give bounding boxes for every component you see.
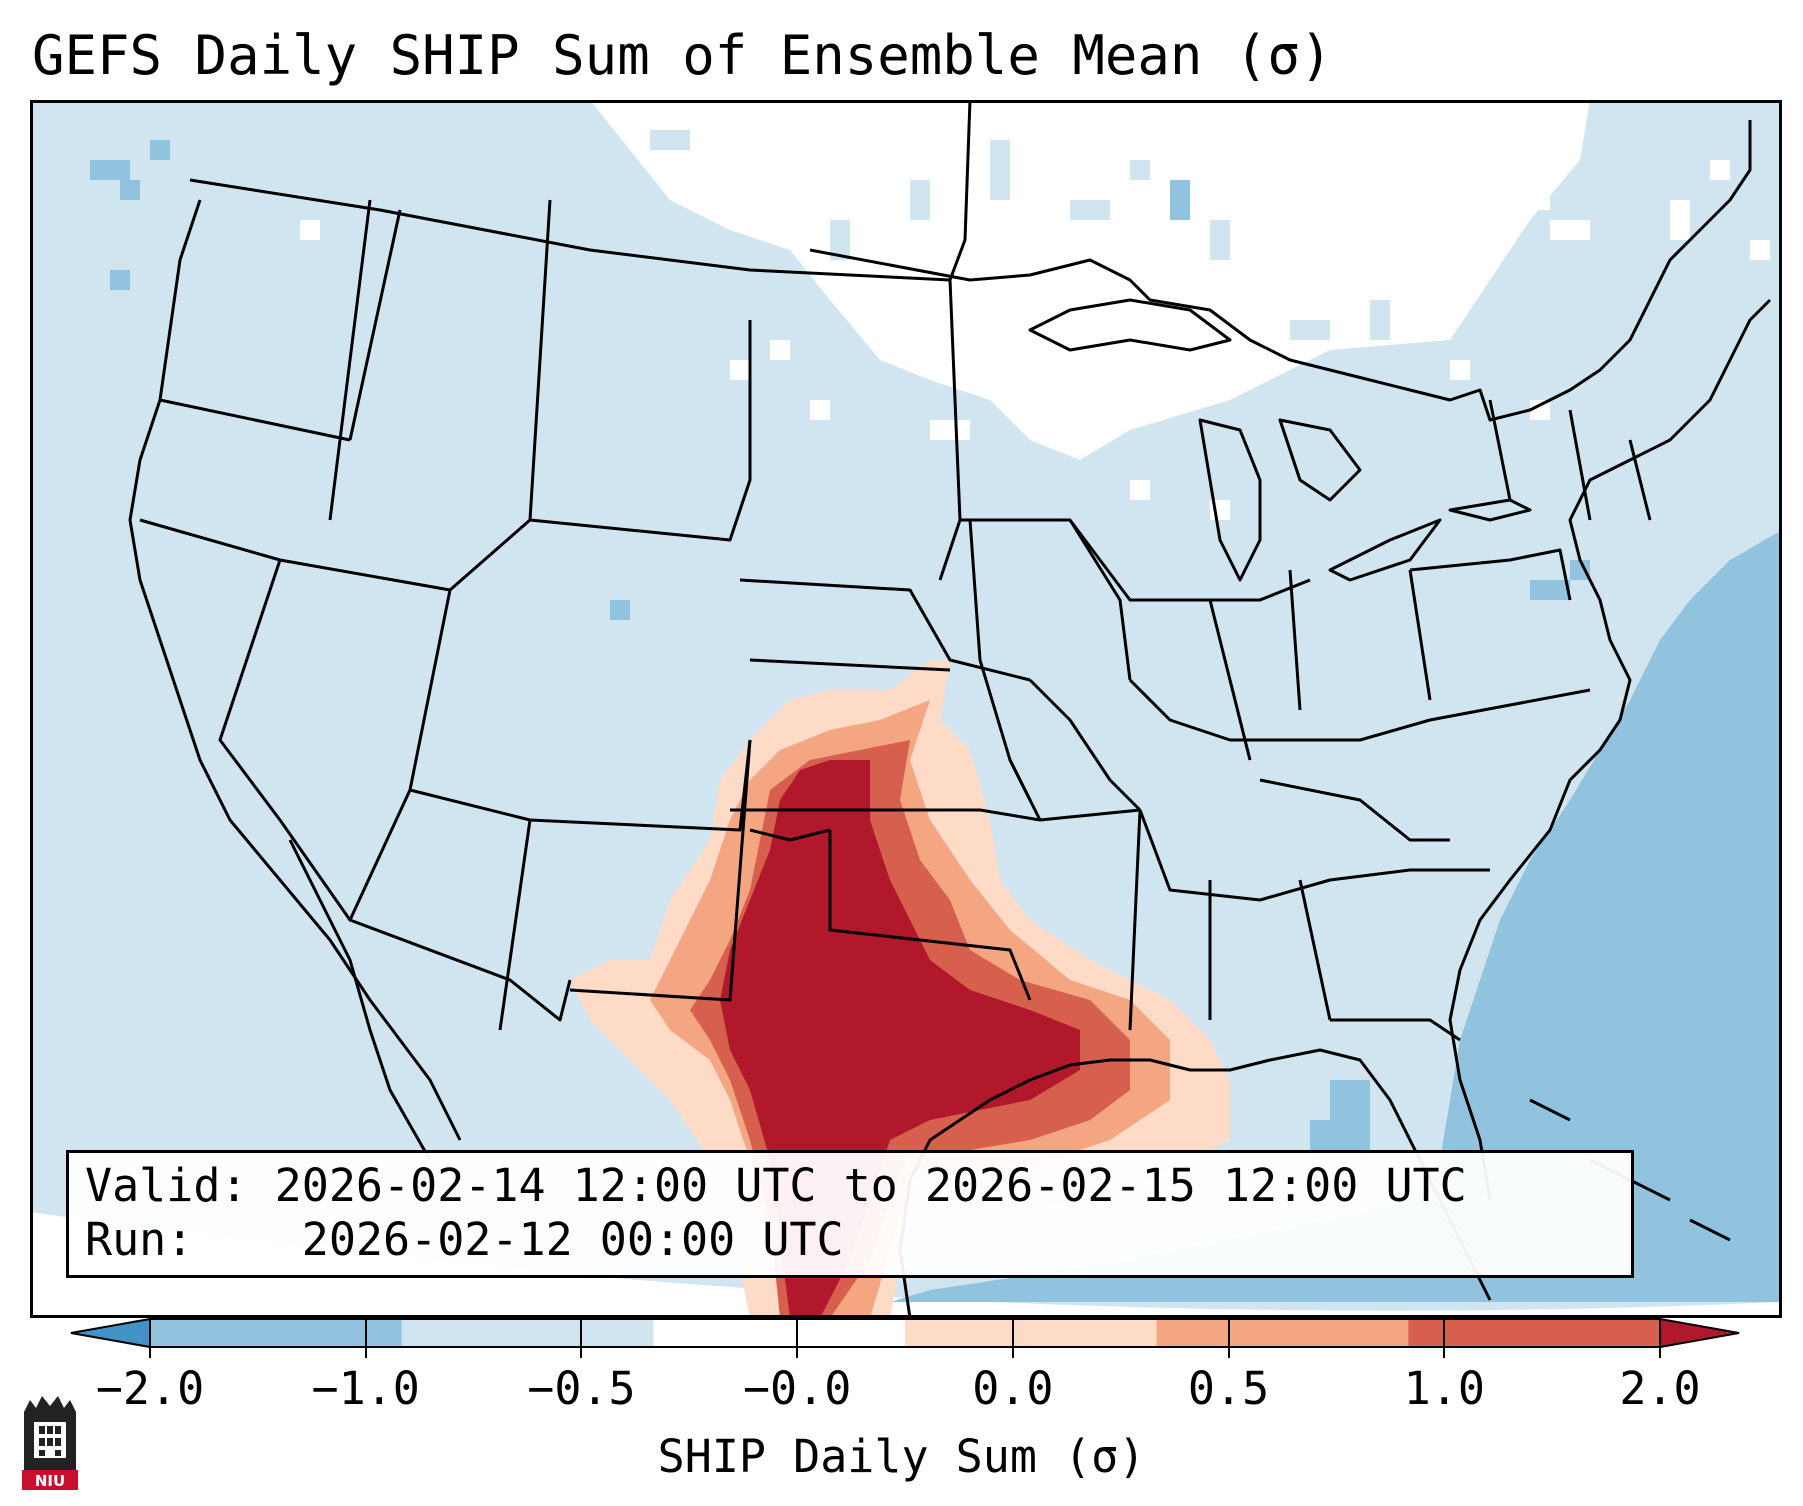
- colorbar-tick-mark: [796, 1318, 799, 1358]
- colorbar-extend-high: [1660, 1318, 1740, 1348]
- colorbar-tick-mark: [364, 1318, 367, 1358]
- colorbar-segment: [1408, 1318, 1661, 1348]
- colorbar-segment: [653, 1318, 906, 1348]
- lake-ontario: [1448, 498, 1532, 522]
- colorbar-tick-label: −0.0: [742, 1362, 852, 1415]
- colorbar-tick-label: −1.0: [311, 1362, 420, 1415]
- field-lightblue-speckles: [650, 130, 1390, 340]
- field-ocean-speckles: [90, 140, 1590, 1160]
- colorbar-label: SHIP Daily Sum (σ): [657, 1430, 1146, 1483]
- valid-value: 2026-02-14 12:00 UTC to 2026-02-15 12:00…: [274, 1159, 1467, 1212]
- colorbar-tick-label: 0.5: [1187, 1362, 1270, 1415]
- valid-label: Valid:: [85, 1159, 248, 1212]
- colorbar-ticks: −2.0 −1.0 −0.5 −0.0 0.0 0.5 1.0 2.0: [0, 1318, 1803, 1428]
- lake-erie: [1328, 518, 1442, 582]
- colorbar-tick-mark: [1227, 1318, 1230, 1358]
- field-ocean-blue: [890, 530, 1782, 1302]
- run-row: Run: 2026-02-12 00:00 UTC: [85, 1213, 1631, 1267]
- colorbar-segment: [905, 1318, 1158, 1348]
- info-box: Valid: 2026-02-14 12:00 UTC to 2026-02-1…: [66, 1150, 1634, 1278]
- colorbar-tick-label: −0.5: [527, 1362, 636, 1415]
- colorbar-tick-label: −2.0: [95, 1362, 205, 1415]
- coast-west: [128, 199, 462, 1141]
- colorbar-tick-mark: [1443, 1318, 1446, 1358]
- map-frame: [30, 100, 1782, 1318]
- colorbar-segment: [150, 1318, 403, 1348]
- coast-east: [1448, 298, 1772, 1201]
- colorbar-tick-label: 1.0: [1403, 1362, 1485, 1415]
- colorbar-tick-mark: [1011, 1318, 1014, 1358]
- map-title: GEFS Daily SHIP Sum of Ensemble Mean (σ): [32, 24, 1333, 87]
- colorbar-segment: [401, 1318, 654, 1348]
- valid-row: Valid: 2026-02-14 12:00 UTC to 2026-02-1…: [85, 1159, 1631, 1213]
- colorbar-segment: [1156, 1318, 1409, 1348]
- lake-michigan: [1198, 418, 1262, 582]
- run-label: Run:: [85, 1213, 194, 1266]
- border-canada-us: [189, 100, 972, 282]
- lake-superior: [1028, 298, 1232, 352]
- colorbar-tick-mark: [1659, 1318, 1661, 1358]
- colorbar: [70, 1318, 1740, 1348]
- colorbar-svg: [70, 1318, 1740, 1348]
- map-panel[interactable]: [30, 100, 1782, 1318]
- colorbar-tick-label: 0.0: [972, 1362, 1054, 1415]
- colorbar-tick-mark: [149, 1318, 151, 1358]
- colorbar-extend-low: [70, 1318, 150, 1348]
- lake-huron: [1278, 418, 1362, 502]
- logo-text: NIU: [35, 1472, 65, 1490]
- boundaries: [128, 100, 1772, 1318]
- colorbar-tick-label: 2.0: [1619, 1362, 1701, 1415]
- run-value: 2026-02-12 00:00 UTC: [301, 1213, 844, 1266]
- niu-logo: NIU: [20, 1392, 80, 1492]
- colorbar-tick-mark: [580, 1318, 583, 1358]
- field-white-north: [590, 100, 1590, 460]
